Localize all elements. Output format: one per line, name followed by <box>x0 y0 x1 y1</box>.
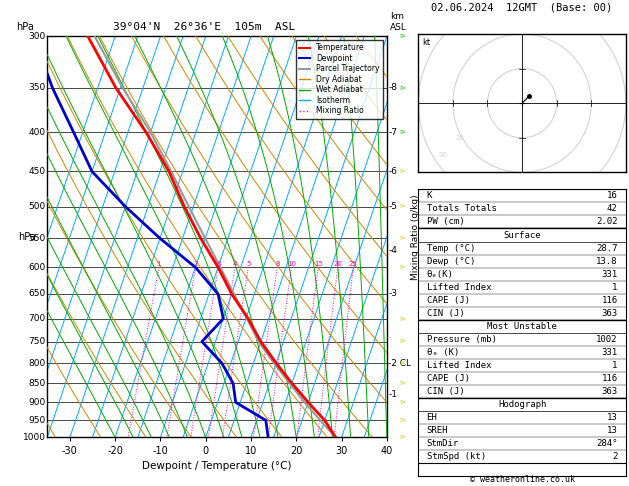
Text: 550: 550 <box>28 234 45 243</box>
Text: 30: 30 <box>438 152 447 158</box>
Text: 2: 2 <box>193 261 198 267</box>
Text: 1002: 1002 <box>596 335 618 344</box>
Text: Temp (°C): Temp (°C) <box>426 243 475 253</box>
Text: 13: 13 <box>607 426 618 435</box>
Text: 363: 363 <box>601 387 618 396</box>
Text: StmSpd (kt): StmSpd (kt) <box>426 452 486 461</box>
Text: 900: 900 <box>28 398 45 407</box>
Text: ⊳: ⊳ <box>399 85 406 91</box>
Text: ⊳: ⊳ <box>399 235 406 242</box>
Text: ⊳: ⊳ <box>399 34 406 39</box>
Text: 600: 600 <box>28 263 45 272</box>
Text: 02.06.2024  12GMT  (Base: 00): 02.06.2024 12GMT (Base: 00) <box>431 2 613 12</box>
Text: 284°: 284° <box>596 439 618 448</box>
Text: θₑ(K): θₑ(K) <box>426 270 454 278</box>
Text: ⊳: ⊳ <box>399 315 406 322</box>
Text: CIN (J): CIN (J) <box>426 387 464 396</box>
Text: ⊳: ⊳ <box>399 417 406 423</box>
Text: 28.7: 28.7 <box>596 243 618 253</box>
Text: 400: 400 <box>28 128 45 137</box>
Text: Lifted Index: Lifted Index <box>426 283 491 292</box>
Text: Totals Totals: Totals Totals <box>426 205 496 213</box>
Text: -7: -7 <box>388 128 397 137</box>
Text: CIN (J): CIN (J) <box>426 309 464 318</box>
Text: 700: 700 <box>28 314 45 323</box>
Text: 15: 15 <box>314 261 323 267</box>
Text: CAPE (J): CAPE (J) <box>426 374 470 383</box>
Text: θₑ (K): θₑ (K) <box>426 348 459 357</box>
Text: CAPE (J): CAPE (J) <box>426 295 470 305</box>
Text: 4: 4 <box>233 261 237 267</box>
Text: 16: 16 <box>607 191 618 200</box>
Text: 1000: 1000 <box>23 433 45 442</box>
Text: 25: 25 <box>349 261 358 267</box>
Text: Surface: Surface <box>503 230 541 240</box>
Text: 800: 800 <box>28 359 45 367</box>
Text: 20: 20 <box>333 261 342 267</box>
Text: 116: 116 <box>601 295 618 305</box>
Text: 8: 8 <box>275 261 279 267</box>
Text: 116: 116 <box>601 374 618 383</box>
Text: Pressure (mb): Pressure (mb) <box>426 335 496 344</box>
Text: 39°04'N  26°36'E  105m  ASL: 39°04'N 26°36'E 105m ASL <box>113 21 296 32</box>
Text: 331: 331 <box>601 348 618 357</box>
Text: K: K <box>426 191 432 200</box>
Text: 42: 42 <box>607 205 618 213</box>
Text: EH: EH <box>426 413 437 422</box>
Text: PW (cm): PW (cm) <box>426 217 464 226</box>
Text: -5: -5 <box>388 202 397 211</box>
Text: 850: 850 <box>28 379 45 388</box>
Text: 1: 1 <box>612 361 618 370</box>
Text: ⊳: ⊳ <box>399 399 406 405</box>
Text: 13.8: 13.8 <box>596 257 618 265</box>
Legend: Temperature, Dewpoint, Parcel Trajectory, Dry Adiabat, Wet Adiabat, Isotherm, Mi: Temperature, Dewpoint, Parcel Trajectory… <box>296 40 383 119</box>
Text: 3: 3 <box>216 261 221 267</box>
Text: 1: 1 <box>157 261 161 267</box>
Text: 1: 1 <box>612 283 618 292</box>
Text: Dewp (°C): Dewp (°C) <box>426 257 475 265</box>
Text: -2 CL: -2 CL <box>388 359 411 367</box>
Text: 2.02: 2.02 <box>596 217 618 226</box>
Text: ⊳: ⊳ <box>399 434 406 440</box>
Text: hPa: hPa <box>16 21 33 32</box>
Text: 2: 2 <box>612 452 618 461</box>
Text: -3: -3 <box>388 290 397 298</box>
Text: ⊳: ⊳ <box>399 339 406 345</box>
Text: ⊳: ⊳ <box>399 380 406 386</box>
Text: Most Unstable: Most Unstable <box>487 322 557 331</box>
Text: 363: 363 <box>601 309 618 318</box>
Text: Lifted Index: Lifted Index <box>426 361 491 370</box>
Text: Mixing Ratio (g/kg): Mixing Ratio (g/kg) <box>411 194 420 280</box>
Text: SREH: SREH <box>426 426 448 435</box>
Text: 13: 13 <box>607 413 618 422</box>
Text: 300: 300 <box>28 32 45 41</box>
Text: ⊳: ⊳ <box>399 264 406 270</box>
Text: StmDir: StmDir <box>426 439 459 448</box>
Text: 500: 500 <box>28 202 45 211</box>
Text: -4: -4 <box>388 246 397 255</box>
Text: -6: -6 <box>388 167 397 176</box>
Text: 20: 20 <box>455 135 464 141</box>
Text: ⊳: ⊳ <box>399 204 406 209</box>
Text: km
ASL: km ASL <box>390 12 407 32</box>
Text: hPa: hPa <box>18 232 36 242</box>
Text: ⊳: ⊳ <box>399 169 406 174</box>
Text: 5: 5 <box>246 261 250 267</box>
Text: -8: -8 <box>388 83 397 92</box>
Text: Hodograph: Hodograph <box>498 400 546 409</box>
Text: ⊳: ⊳ <box>399 360 406 366</box>
Text: 10: 10 <box>287 261 296 267</box>
Text: 331: 331 <box>601 270 618 278</box>
Text: kt: kt <box>423 38 431 47</box>
Text: © weatheronline.co.uk: © weatheronline.co.uk <box>470 474 574 484</box>
Text: 350: 350 <box>28 83 45 92</box>
Text: 950: 950 <box>28 416 45 425</box>
Text: -1: -1 <box>388 390 397 399</box>
Text: 650: 650 <box>28 290 45 298</box>
Text: 450: 450 <box>28 167 45 176</box>
X-axis label: Dewpoint / Temperature (°C): Dewpoint / Temperature (°C) <box>142 461 292 470</box>
Text: ⊳: ⊳ <box>399 129 406 135</box>
Text: 750: 750 <box>28 337 45 346</box>
